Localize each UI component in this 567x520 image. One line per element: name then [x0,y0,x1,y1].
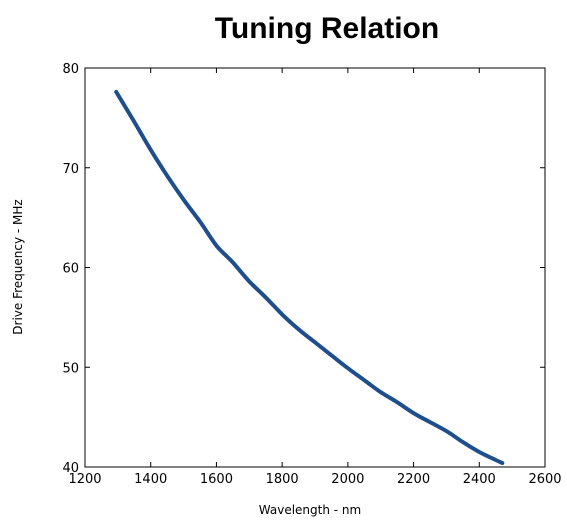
x-tick-label: 2400 [463,472,496,487]
y-tick-label: 50 [62,361,79,376]
plot-frame [84,67,546,468]
x-tick-label: 2600 [528,472,561,487]
series-line [114,89,505,465]
x-tick-labels: 1200 1400 1600 1800 2000 2200 2400 2600 [68,472,561,487]
y-tick-label: 80 [62,62,79,77]
y-axis-label: Drive Frequency - MHz [11,199,25,334]
x-tick-label: 1800 [266,472,299,487]
x-tick-label: 1400 [134,472,167,487]
axis-ticks [84,67,546,468]
x-tick-label: 1600 [200,472,233,487]
x-tick-label: 2200 [397,472,430,487]
x-axis-label: Wavelength - nm [259,503,361,517]
y-tick-label: 60 [62,262,79,277]
chart-title: Tuning Relation [215,12,439,45]
x-tick-label: 1200 [68,472,101,487]
y-tick-labels: 40 50 60 70 80 [62,62,79,476]
x-tick-label: 2000 [331,472,364,487]
y-tick-label: 70 [62,162,79,177]
y-tick-label: 40 [62,461,79,476]
